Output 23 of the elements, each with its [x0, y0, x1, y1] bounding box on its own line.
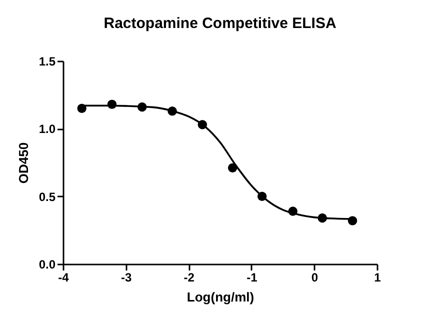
y-tick-label: 1.5 [38, 54, 56, 68]
y-tick-label: 1.0 [38, 122, 56, 136]
x-tick-label: -4 [58, 270, 70, 284]
point [107, 100, 117, 109]
point [228, 163, 238, 173]
x-tick-label: -1 [246, 270, 258, 284]
x-tick-label: 0 [311, 270, 318, 284]
x-tick-label: -3 [120, 270, 132, 284]
point [348, 216, 358, 226]
point [318, 213, 327, 223]
y-tick-label: 0.0 [38, 258, 56, 272]
point [198, 120, 208, 130]
x-axis-title: Log(ng/ml) [186, 290, 254, 304]
y-tick-label: 0.5 [38, 190, 56, 204]
chart-title: Ractopamine Competitive ELISA [104, 15, 336, 32]
y-axis-title: OD450 [16, 142, 31, 184]
point [288, 206, 298, 216]
x-tick-label: -2 [184, 270, 195, 284]
point [77, 104, 86, 113]
point [257, 192, 267, 201]
point [168, 106, 177, 116]
x-tick-label: 1 [374, 270, 382, 284]
point [138, 102, 147, 112]
